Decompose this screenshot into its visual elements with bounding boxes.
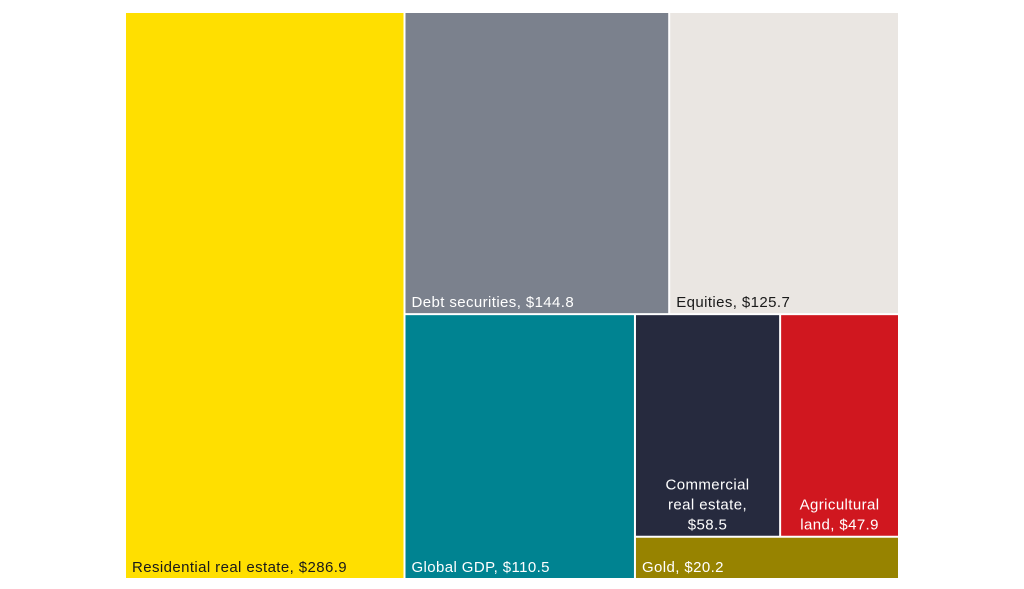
tile-label-global-gdp: Global GDP, $110.5: [411, 559, 549, 576]
tile-residential-real-estate: [126, 13, 404, 578]
tile-agricultural-land: [781, 315, 898, 536]
tile-equities: [670, 13, 898, 314]
treemap-tiles: Residential real estate, $286.9 Debt secu…: [126, 13, 898, 578]
tile-global-gdp: [405, 315, 634, 578]
tile-commercial-real-estate: [635, 315, 780, 536]
tile-label-residential-real-estate: Residential real estate, $286.9: [132, 559, 347, 576]
tile-debt-securities: [405, 13, 669, 314]
tile-gold: [635, 537, 898, 578]
tile-label-commercial-real-estate: Commercial real estate, $58.5: [666, 477, 750, 534]
tile-label-equities: Equities, $125.7: [676, 294, 790, 311]
tile-label-agricultural-land: Agricultural land, $47.9: [800, 497, 880, 534]
tile-label-debt-securities: Debt securities, $144.8: [411, 294, 574, 311]
tile-label-gold: Gold, $20.2: [642, 559, 724, 576]
